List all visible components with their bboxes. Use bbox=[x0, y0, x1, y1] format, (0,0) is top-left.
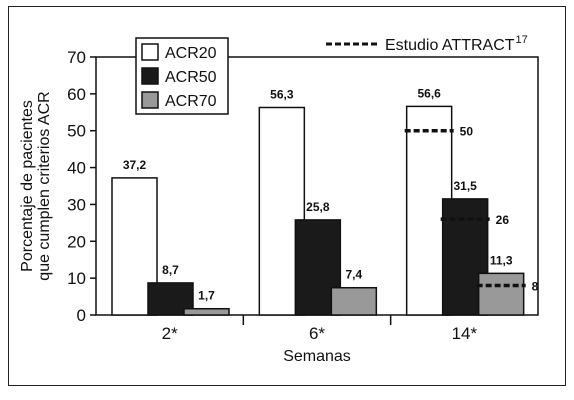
legend-label-acr20: ACR20 bbox=[165, 45, 217, 62]
reference-lines: 50 26 8 bbox=[404, 125, 539, 294]
y-tick-label: 0 bbox=[77, 306, 86, 325]
legend-swatch-acr50 bbox=[141, 67, 159, 85]
reference-label-1: 26 bbox=[496, 213, 510, 227]
x-axis-label: Semanas bbox=[283, 348, 351, 365]
y-tick-label: 30 bbox=[67, 195, 86, 214]
data-label-acr20-1: 56,3 bbox=[270, 87, 294, 101]
reference-legend: Estudio ATTRACT17 bbox=[326, 34, 528, 54]
data-label-acr70-2: 11,3 bbox=[490, 253, 513, 267]
bar-acr70-1 bbox=[330, 286, 378, 316]
x-axis: 2* 6* 14* bbox=[162, 315, 478, 343]
y-tick-label: 60 bbox=[67, 85, 86, 104]
data-label-acr50-1: 25,8 bbox=[306, 200, 330, 214]
legend-swatch-acr20 bbox=[141, 43, 159, 61]
data-label-acr70-0: 1,7 bbox=[198, 289, 215, 303]
y-tick-label: 70 bbox=[67, 48, 86, 67]
legend-label-acr70: ACR70 bbox=[165, 93, 217, 110]
data-label-acr50-0: 8,7 bbox=[162, 263, 179, 277]
legend-label-acr50: ACR50 bbox=[165, 69, 217, 86]
bars bbox=[111, 105, 525, 316]
y-tick-label: 10 bbox=[67, 269, 86, 288]
legend-swatch-acr70 bbox=[141, 91, 159, 109]
data-labels: 37,2 8,7 1,7 56,3 25,8 7,4 56,6 31,5 11,3 bbox=[123, 86, 513, 302]
x-tick-label: 6* bbox=[309, 324, 325, 343]
y-tick-label: 40 bbox=[67, 159, 86, 178]
data-label-acr20-0: 37,2 bbox=[123, 158, 147, 172]
y-axis-label-line-2: que cumplen criterios ACR bbox=[36, 91, 53, 280]
x-tick-label: 14* bbox=[452, 324, 478, 343]
legend: ACR20 ACR50 ACR70 bbox=[135, 37, 229, 115]
data-label-acr50-2: 31,5 bbox=[453, 179, 477, 193]
y-tick-label: 20 bbox=[67, 232, 86, 251]
bar-acr70-2 bbox=[477, 272, 525, 316]
y-axis-label-line-1: Porcentaje de pacientes bbox=[19, 100, 36, 272]
data-label-acr70-1: 7,4 bbox=[345, 268, 362, 282]
reference-label-2: 8 bbox=[532, 280, 539, 294]
x-tick-label: 2* bbox=[162, 324, 178, 343]
bar-acr20-1 bbox=[258, 106, 306, 316]
reference-legend-label: Estudio ATTRACT17 bbox=[385, 34, 528, 54]
data-label-acr20-2: 56,6 bbox=[417, 86, 441, 100]
chart-frame bbox=[8, 6, 566, 386]
y-axis: 0 10 20 30 40 50 60 70 bbox=[67, 48, 96, 325]
reference-label-0: 50 bbox=[460, 125, 474, 139]
y-tick-label: 50 bbox=[67, 122, 86, 141]
bar-acr70-0 bbox=[183, 307, 230, 316]
